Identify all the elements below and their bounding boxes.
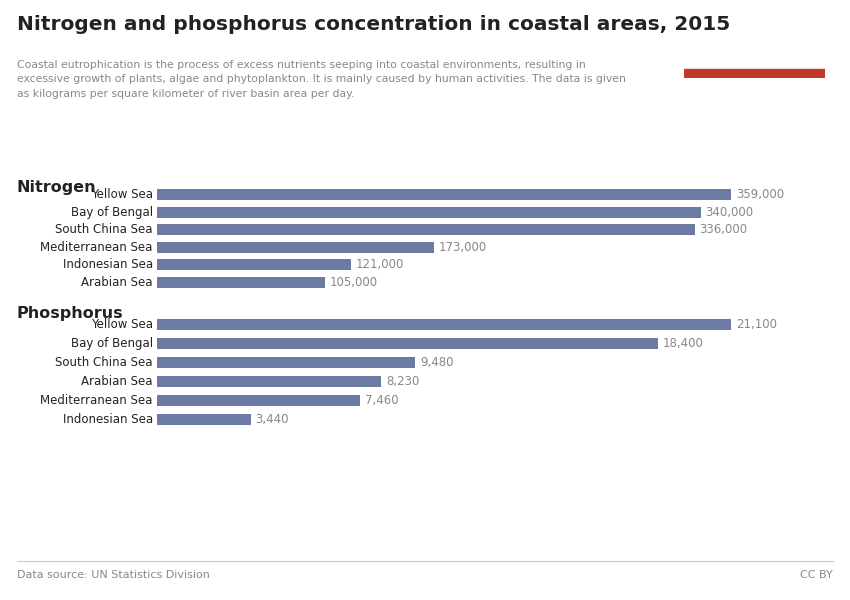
Bar xyxy=(157,376,381,388)
Text: South China Sea: South China Sea xyxy=(55,356,153,369)
Text: 3,440: 3,440 xyxy=(256,413,289,426)
Bar xyxy=(157,259,351,270)
Text: Yellow Sea: Yellow Sea xyxy=(91,318,153,331)
Bar xyxy=(684,70,824,78)
Bar xyxy=(157,190,731,200)
Text: Our World
in Data: Our World in Data xyxy=(721,22,788,52)
Text: Mediterranean Sea: Mediterranean Sea xyxy=(40,394,153,407)
Text: 9,480: 9,480 xyxy=(420,356,453,369)
Text: Indonesian Sea: Indonesian Sea xyxy=(63,413,153,426)
Text: South China Sea: South China Sea xyxy=(55,223,153,236)
Text: 7,460: 7,460 xyxy=(365,394,399,407)
Text: Bay of Bengal: Bay of Bengal xyxy=(71,337,153,350)
Bar xyxy=(157,395,360,406)
Text: 173,000: 173,000 xyxy=(439,241,487,254)
Text: Data source: UN Statistics Division: Data source: UN Statistics Division xyxy=(17,570,210,580)
Bar xyxy=(157,224,694,235)
Bar xyxy=(157,413,251,425)
Bar xyxy=(157,338,658,349)
Text: Coastal eutrophication is the process of excess nutrients seeping into coastal e: Coastal eutrophication is the process of… xyxy=(17,60,626,99)
Text: 8,230: 8,230 xyxy=(386,375,419,388)
Text: Arabian Sea: Arabian Sea xyxy=(81,375,153,388)
Bar xyxy=(157,277,326,287)
Text: 359,000: 359,000 xyxy=(736,188,784,201)
Text: Indonesian Sea: Indonesian Sea xyxy=(63,258,153,271)
Text: Mediterranean Sea: Mediterranean Sea xyxy=(40,241,153,254)
Text: Yellow Sea: Yellow Sea xyxy=(91,188,153,201)
Text: Nitrogen: Nitrogen xyxy=(17,180,97,195)
Text: 18,400: 18,400 xyxy=(662,337,703,350)
Text: 105,000: 105,000 xyxy=(330,276,378,289)
Bar xyxy=(157,207,701,218)
Text: Bay of Bengal: Bay of Bengal xyxy=(71,206,153,219)
Bar xyxy=(157,242,434,253)
Text: 340,000: 340,000 xyxy=(706,206,754,219)
Text: 336,000: 336,000 xyxy=(700,223,747,236)
Bar xyxy=(157,319,731,331)
Text: 121,000: 121,000 xyxy=(355,258,404,271)
Text: Nitrogen and phosphorus concentration in coastal areas, 2015: Nitrogen and phosphorus concentration in… xyxy=(17,15,730,34)
Text: Phosphorus: Phosphorus xyxy=(17,306,123,321)
Text: Arabian Sea: Arabian Sea xyxy=(81,276,153,289)
Bar xyxy=(157,356,415,368)
Text: CC BY: CC BY xyxy=(800,570,833,580)
Text: 21,100: 21,100 xyxy=(736,318,777,331)
